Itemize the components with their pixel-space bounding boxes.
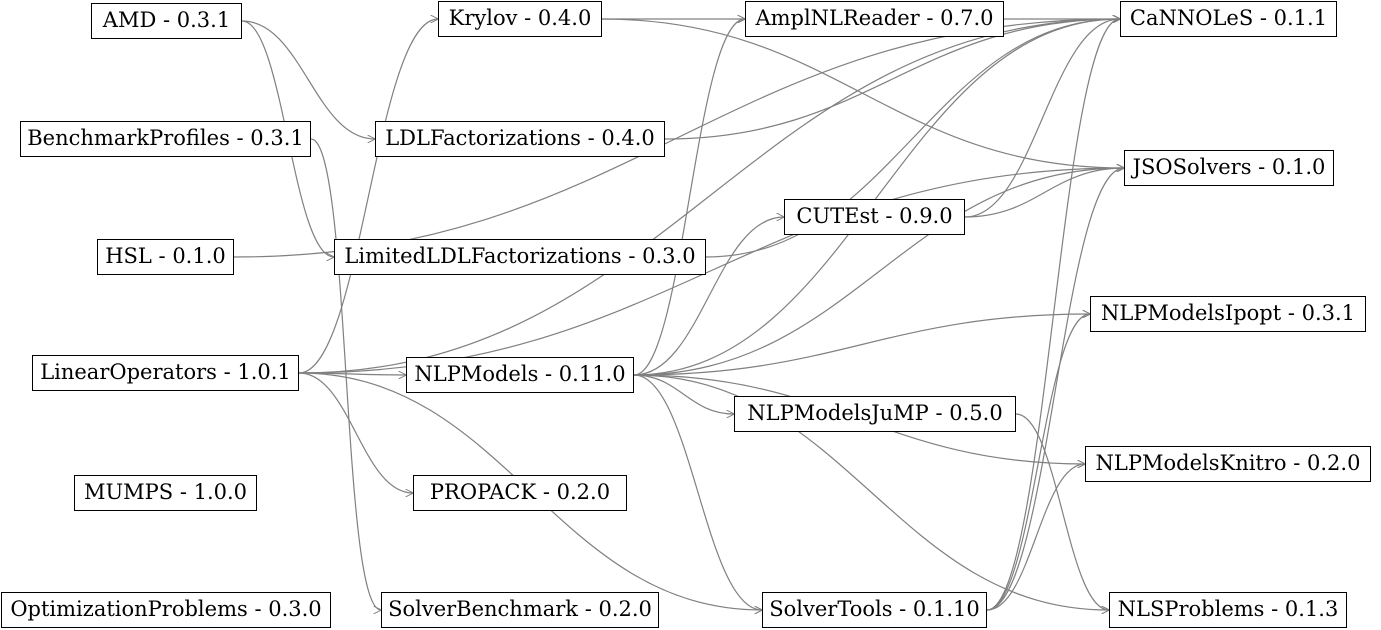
edge-cutest-to-jsosolvers (964, 168, 1124, 218)
node-nlpmodels[interactable]: NLPModels - 0.11.0 (406, 357, 634, 393)
edge-ldlfactorizations-to-cannoles (664, 19, 1120, 140)
edge-cutest-to-cannoles (964, 19, 1120, 218)
node-nlpmodelsipopt[interactable]: NLPModelsIpopt - 0.3.1 (1090, 296, 1366, 332)
node-solvertools[interactable]: SolverTools - 0.1.10 (762, 592, 987, 628)
node-nlsproblems[interactable]: NLSProblems - 0.1.3 (1109, 592, 1347, 628)
edge-solvertools-to-nlpmodelsknitro (986, 464, 1085, 611)
node-amplnlreader[interactable]: AmplNLReader - 0.7.0 (745, 1, 1004, 37)
edge-nlpmodels-to-nlsproblems (633, 374, 1109, 610)
node-nlpmodelsknitro[interactable]: NLPModelsKnitro - 0.2.0 (1085, 446, 1371, 482)
node-cannoles[interactable]: CaNNOLeS - 0.1.1 (1120, 1, 1337, 37)
edge-solvertools-to-nlpmodelsipopt (986, 314, 1090, 611)
edge-nlpmodels-to-nlpmodelsjump (633, 374, 734, 414)
edge-nlpmodels-to-solvertools (633, 374, 762, 610)
edge-linearoperators-to-propack (298, 372, 413, 493)
edge-benchmarkprofiles-to-solverbenchmark (310, 138, 381, 610)
node-linearoperators[interactable]: LinearOperators - 1.0.1 (32, 355, 299, 391)
edge-solvertools-to-cannoles (986, 19, 1120, 611)
edge-nlpmodels-to-jsosolvers (633, 168, 1124, 376)
edge-linearoperators-to-cannoles (298, 19, 1120, 374)
edge-nlpmodels-to-nlpmodelsipopt (633, 314, 1090, 376)
node-krylov[interactable]: Krylov - 0.4.0 (438, 1, 602, 37)
edge-solvertools-to-jsosolvers (986, 168, 1124, 611)
node-amd[interactable]: AMD - 0.3.1 (91, 3, 242, 39)
node-hsl[interactable]: HSL - 0.1.0 (97, 239, 234, 275)
node-jsosolvers[interactable]: JSOSolvers - 0.1.0 (1124, 150, 1334, 186)
node-solverbenchmark[interactable]: SolverBenchmark - 0.2.0 (381, 592, 659, 628)
edge-limitedldl-to-cannoles (705, 19, 1120, 258)
edge-amd-to-ldlfactorizations (241, 20, 375, 139)
edge-linearoperators-to-krylov (298, 19, 438, 374)
edge-nlpmodelsjump-to-nlsproblems (1015, 413, 1109, 610)
node-propack[interactable]: PROPACK - 0.2.0 (413, 475, 627, 511)
edge-nlpmodels-to-amplnlreader (633, 19, 745, 376)
edge-nlpmodels-to-cutest (633, 217, 784, 376)
edge-nlpmodels-to-cannoles (633, 19, 1120, 376)
node-mumps[interactable]: MUMPS - 1.0.0 (74, 475, 257, 511)
node-limitedldl[interactable]: LimitedLDLFactorizations - 0.3.0 (334, 239, 706, 275)
node-cutest[interactable]: CUTEst - 0.9.0 (784, 199, 965, 235)
node-benchmarkprofiles[interactable]: BenchmarkProfiles - 0.3.1 (20, 121, 311, 157)
node-optimizationproblems[interactable]: OptimizationProblems - 0.3.0 (1, 592, 331, 628)
node-nlpmodelsjump[interactable]: NLPModelsJuMP - 0.5.0 (734, 396, 1016, 432)
node-ldlfactorizations[interactable]: LDLFactorizations - 0.4.0 (375, 121, 665, 157)
